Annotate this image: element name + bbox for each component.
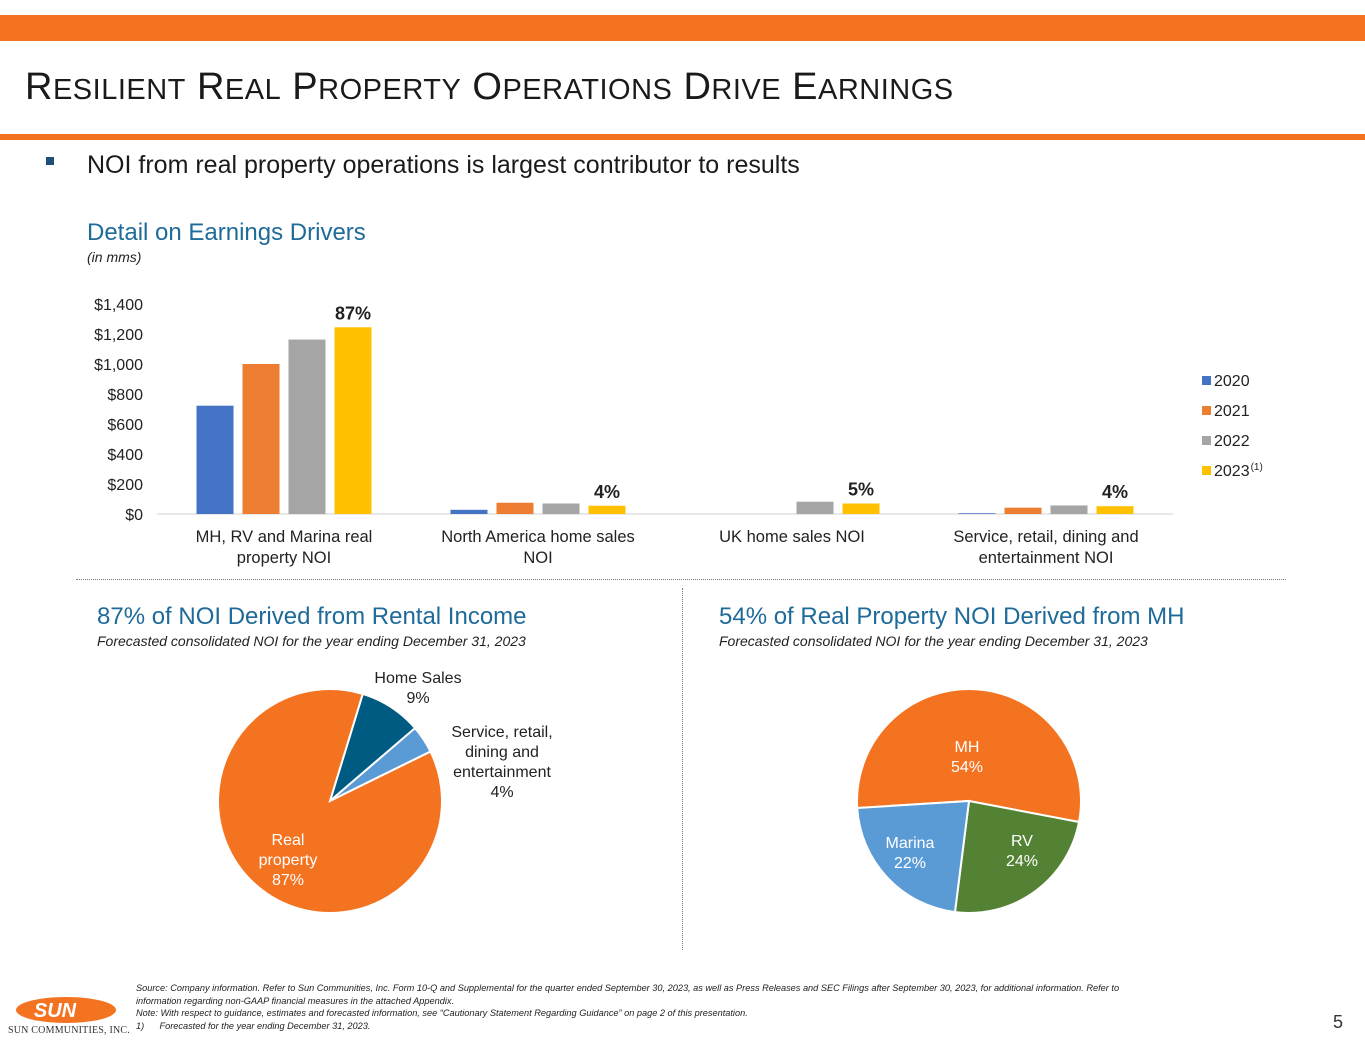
title-rule xyxy=(0,134,1365,140)
legend-label: 2022 xyxy=(1214,433,1250,450)
y-tick-label: $0 xyxy=(125,507,143,524)
x-category-label: entertainment NOI xyxy=(979,549,1114,567)
bar xyxy=(334,327,372,514)
pie-slice-label: property xyxy=(259,852,318,869)
slide-title: RESILIENT REAL PROPERTY OPERATIONS DRIVE… xyxy=(25,66,954,109)
sun-communities-logo: SUN xyxy=(16,997,116,1023)
y-tick-label: $1,400 xyxy=(94,297,143,314)
x-category-label: North America home sales xyxy=(441,528,635,546)
bar xyxy=(288,339,326,514)
title-word: DRIVE xyxy=(683,66,782,108)
pie-slice-label: Home Sales xyxy=(374,670,461,687)
pie-slice xyxy=(856,688,1082,824)
legend-label: 2021 xyxy=(1214,403,1250,420)
y-tick-label: $600 xyxy=(107,417,143,434)
footnote-line: Note: With respect to guidance, estimate… xyxy=(136,1008,748,1018)
bar xyxy=(1004,507,1042,514)
bar-chart-subtitle: (in mms) xyxy=(87,249,142,265)
footnote-line: Source: Company information. Refer to Su… xyxy=(136,983,1120,993)
pie-slice-label: 4% xyxy=(490,784,513,801)
logo-sun-shape xyxy=(16,997,116,1023)
pie-slice-label: MH xyxy=(955,739,980,756)
mh-pie-subtitle: Forecasted consolidated NOI for the year… xyxy=(719,633,1148,649)
x-category-label: UK home sales NOI xyxy=(719,528,865,546)
pie-slice-label: 54% xyxy=(951,759,983,776)
x-category-label: NOI xyxy=(523,549,552,567)
bar-data-label: 5% xyxy=(848,480,874,500)
pie-slice-label: Marina xyxy=(886,835,935,852)
mh-pie-chart: MH 54% RV 24% Marina 22% xyxy=(856,688,1082,914)
title-word: OPERATIONS xyxy=(472,66,673,108)
source-footnote: Source: Company information. Refer to Su… xyxy=(136,982,1276,1032)
bar xyxy=(842,503,880,514)
bar-data-label: 4% xyxy=(1102,482,1128,502)
rental-income-pie-chart: Real property 87% Home Sales 9% Service, reta… xyxy=(217,670,553,914)
pie-slice-label: entertainment xyxy=(453,764,551,781)
pie-slice xyxy=(953,799,1081,914)
title-word: REAL xyxy=(196,66,282,108)
pie-slice-label: RV xyxy=(1011,833,1033,850)
footnote-line: information regarding non-GAAP financial… xyxy=(136,995,455,1006)
bar xyxy=(450,509,488,514)
x-category-label: property NOI xyxy=(237,549,331,567)
earnings-drivers-bar-chart: $0 $200 $400 $600 $800 $1,000 $1,200 $1,400 87% M… xyxy=(94,297,1263,567)
bar xyxy=(1050,505,1088,514)
pie-slice-label: dining and xyxy=(465,744,539,761)
bar xyxy=(496,502,534,514)
bar xyxy=(196,405,234,514)
pie-slice-label: 22% xyxy=(894,855,926,872)
bar xyxy=(542,503,580,514)
mh-pie-title: 54% of Real Property NOI Derived from MH xyxy=(719,603,1185,630)
bar xyxy=(796,501,834,514)
bar-data-label: 87% xyxy=(335,303,371,323)
horizontal-divider xyxy=(76,579,1286,580)
x-category-label: Service, retail, dining and xyxy=(953,528,1138,546)
pie-slice-label: 24% xyxy=(1006,853,1038,870)
pie-slice-label: 9% xyxy=(406,690,429,707)
pie-slice-label: 87% xyxy=(272,872,304,889)
bullet-text: NOI from real property operations is lar… xyxy=(87,151,800,179)
pie-slice xyxy=(856,799,971,914)
legend-swatch xyxy=(1202,436,1211,445)
bar xyxy=(242,364,280,514)
page-number: 5 xyxy=(1333,1012,1344,1032)
legend-label: 2023(1) xyxy=(1214,462,1263,480)
pie-slice xyxy=(217,688,443,914)
y-tick-label: $800 xyxy=(107,387,143,404)
legend-swatch xyxy=(1202,466,1211,475)
bar xyxy=(1096,506,1134,514)
legend-swatch xyxy=(1202,376,1211,385)
y-tick-label: $1,000 xyxy=(94,357,143,374)
logo-caption: SUN COMMUNITIES, INC. xyxy=(8,1025,130,1036)
bar xyxy=(588,505,626,514)
top-accent-bar xyxy=(0,15,1365,41)
legend-swatch xyxy=(1202,406,1211,415)
title-word: PROPERTY xyxy=(292,66,462,108)
y-tick-label: $200 xyxy=(107,477,143,494)
bar-chart-title: Detail on Earnings Drivers xyxy=(87,219,366,246)
bullet-square-icon xyxy=(46,157,54,165)
rental-income-pie-subtitle: Forecasted consolidated NOI for the year… xyxy=(97,633,526,649)
pie-slice-label: Service, retail, xyxy=(451,724,552,741)
footnote-line: 1) Forecasted for the year ending Decemb… xyxy=(136,1020,371,1031)
vertical-divider xyxy=(682,588,683,950)
y-tick-label: $400 xyxy=(107,447,143,464)
legend-label: 2020 xyxy=(1214,373,1250,390)
bar-data-label: 4% xyxy=(594,482,620,502)
title-word: RESILIENT xyxy=(25,66,186,108)
x-category-label: MH, RV and Marina real xyxy=(196,528,373,546)
pie-slice-label: Real xyxy=(272,832,305,849)
rental-income-pie-title: 87% of NOI Derived from Rental Income xyxy=(97,603,527,630)
bar xyxy=(958,513,996,514)
logo-wordmark: SUN xyxy=(34,1000,77,1022)
y-tick-label: $1,200 xyxy=(94,327,143,344)
title-word: EARNINGS xyxy=(792,66,954,108)
